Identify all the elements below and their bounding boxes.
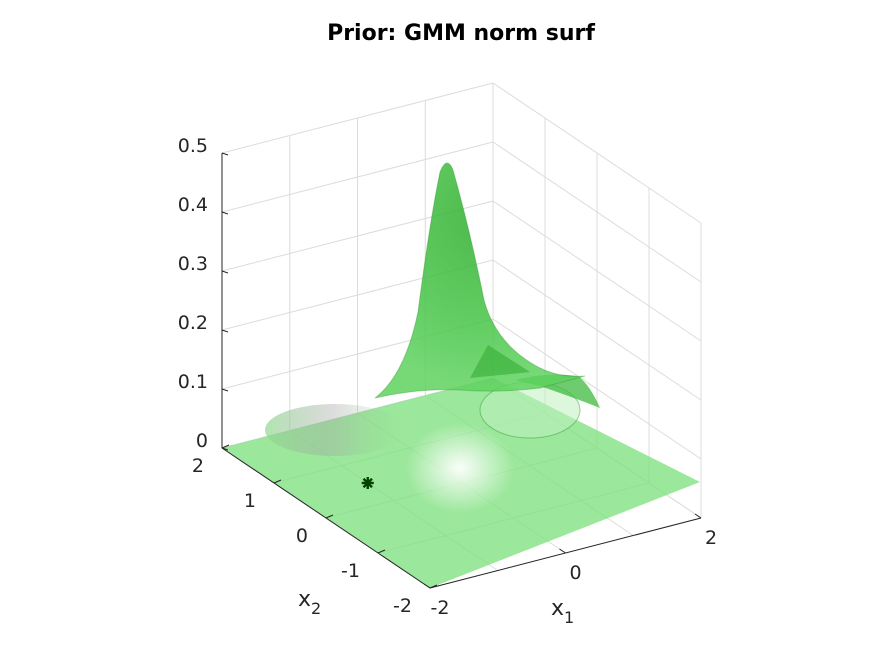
z-tick-label: 0.5	[178, 135, 208, 157]
grid-line	[221, 82, 494, 154]
y-axis-label-main: x	[298, 587, 311, 612]
y-axis-label: x2	[298, 587, 321, 618]
grid-line	[221, 141, 494, 213]
y-tick-label: 2	[192, 455, 204, 477]
chart-title: Prior: GMM norm surf	[327, 21, 595, 46]
y-axis-label-sub: 2	[311, 599, 321, 618]
tick-labels: 0 0.1 0.2 0.3 0.4 0.5 -2 -1 0 1 2 -2 0 2	[178, 135, 717, 619]
y-tick-mark	[221, 444, 230, 449]
x-tick-label: -2	[431, 597, 450, 619]
y-tick-label: 1	[244, 490, 256, 512]
surface-dip-highlight	[405, 423, 515, 513]
z-tick-mark	[221, 270, 229, 274]
data-marker	[361, 477, 374, 489]
z-tick-mark	[221, 388, 229, 392]
x-axis-label-main: x	[551, 596, 564, 621]
grid-line	[492, 259, 702, 401]
grid-line	[492, 318, 702, 460]
z-tick-label: 0.2	[178, 312, 208, 334]
y-tick-label: 0	[296, 525, 308, 547]
surface	[222, 162, 700, 588]
grid-line	[492, 82, 702, 224]
y-tick-label: -1	[341, 560, 360, 582]
z-tick-label: 0.1	[178, 371, 208, 393]
x-axis-label: x1	[551, 596, 574, 627]
y-tick-label: -2	[393, 595, 412, 617]
x-axis-label-sub: 1	[564, 608, 574, 627]
x-tick-mark	[423, 583, 431, 589]
axes	[221, 152, 702, 589]
y-tick-mark	[273, 479, 282, 484]
z-tick-label: 0.4	[178, 194, 208, 216]
z-tick-mark	[221, 152, 229, 156]
surface-peak	[374, 162, 586, 399]
x-tick-mark	[694, 513, 702, 519]
y-tick-mark	[377, 549, 386, 554]
x-tick-label: 2	[705, 527, 717, 549]
x-tick-label: 0	[569, 562, 581, 584]
surface-shade	[265, 404, 405, 456]
z-tick-mark	[221, 447, 229, 451]
y-tick-mark	[325, 514, 334, 519]
grid-line	[492, 141, 702, 283]
y-tick-mark	[429, 584, 438, 589]
z-tick-label: 0	[196, 430, 208, 452]
marker-stroke	[362, 477, 373, 489]
z-tick-mark	[221, 211, 229, 215]
z-tick-label: 0.3	[178, 253, 208, 275]
x-tick-mark	[559, 548, 566, 554]
grid-line	[492, 200, 702, 342]
z-tick-mark	[221, 329, 229, 333]
surface-peak-back	[470, 345, 530, 378]
